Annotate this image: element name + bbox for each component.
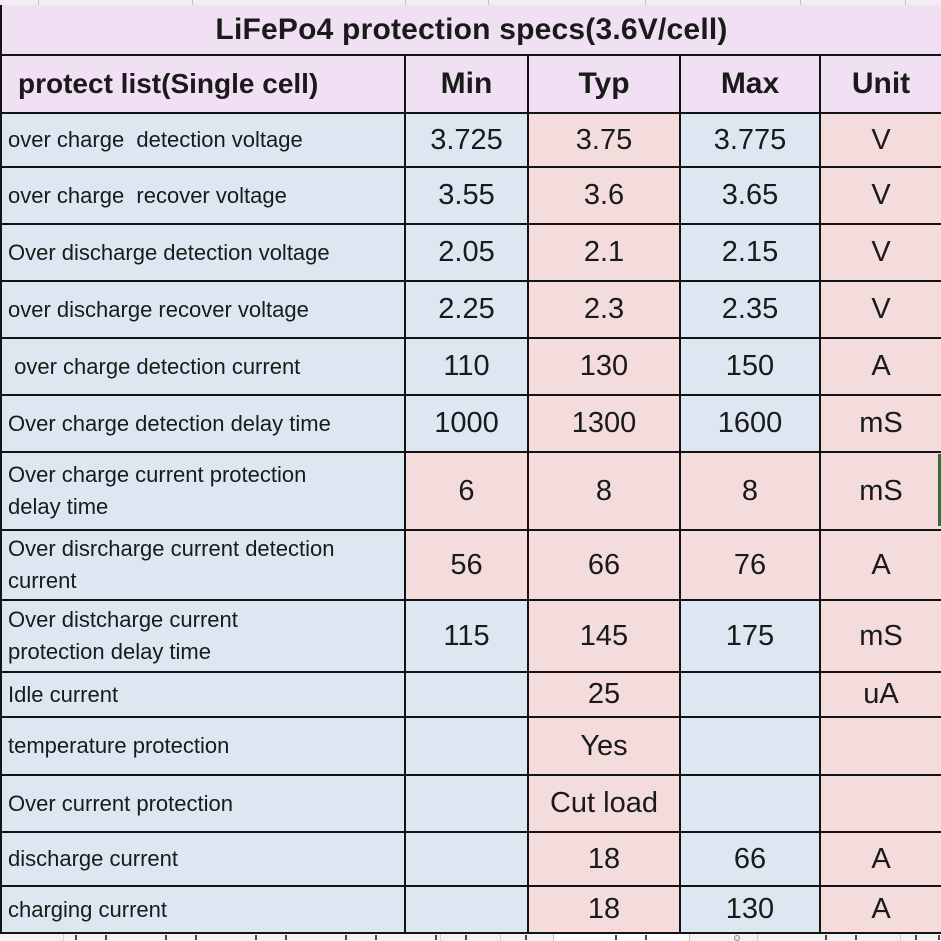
min-value-cell[interactable]: 3.55 xyxy=(404,166,529,225)
unit-value-cell[interactable]: V xyxy=(818,223,941,282)
table-body: over charge detection voltage 3.725 3.75… xyxy=(0,112,941,934)
max-value-cell[interactable]: 2.15 xyxy=(679,223,821,282)
max-value-cell[interactable] xyxy=(679,774,821,833)
table-row: Over disrcharge current detection curren… xyxy=(0,529,941,601)
typ-value-cell[interactable]: Cut load xyxy=(527,774,681,833)
table-row: over charge detection voltage 3.725 3.75… xyxy=(0,112,941,168)
column-header-unit[interactable]: Unit xyxy=(818,54,941,114)
typ-value-cell[interactable]: 1300 xyxy=(527,394,681,453)
min-value-cell[interactable] xyxy=(404,716,529,776)
min-value-cell[interactable] xyxy=(404,885,529,934)
max-value-cell[interactable]: 66 xyxy=(679,831,821,887)
spec-label-cell[interactable]: over discharge recover voltage xyxy=(0,280,406,339)
spec-label-cell[interactable]: over charge recover voltage xyxy=(0,166,406,225)
unit-value-cell[interactable]: A xyxy=(818,885,941,934)
min-value-cell[interactable]: 56 xyxy=(404,529,529,601)
spec-label-cell[interactable]: Over disrcharge current detection curren… xyxy=(0,529,406,601)
table-row: discharge current 18 66 A xyxy=(0,831,941,887)
typ-value-cell[interactable]: 18 xyxy=(527,831,681,887)
column-header-protect-list[interactable]: protect list(Single cell) xyxy=(0,54,406,114)
unit-value-cell[interactable]: uA xyxy=(818,671,941,718)
table-row: Over charge detection delay time 1000 13… xyxy=(0,394,941,453)
unit-value-cell[interactable]: V xyxy=(818,112,941,168)
min-value-cell[interactable]: 1000 xyxy=(404,394,529,453)
min-value-cell[interactable]: 115 xyxy=(404,599,529,673)
typ-value-cell[interactable]: 18 xyxy=(527,885,681,934)
typ-value-cell[interactable]: 66 xyxy=(527,529,681,601)
max-value-cell[interactable]: 76 xyxy=(679,529,821,601)
typ-value-cell[interactable]: 2.3 xyxy=(527,280,681,339)
table-row: Idle current 25 uA xyxy=(0,671,941,718)
min-value-cell[interactable] xyxy=(404,774,529,833)
max-value-cell[interactable] xyxy=(679,671,821,718)
spec-label-cell[interactable]: discharge current xyxy=(0,831,406,887)
table-row: Over discharge detection voltage 2.05 2.… xyxy=(0,223,941,282)
max-value-cell[interactable] xyxy=(679,716,821,776)
min-value-cell[interactable]: 2.05 xyxy=(404,223,529,282)
max-value-cell[interactable]: 1600 xyxy=(679,394,821,453)
typ-value-cell[interactable]: 3.6 xyxy=(527,166,681,225)
typ-value-cell[interactable]: 3.75 xyxy=(527,112,681,168)
spec-label-cell[interactable]: over charge detection current xyxy=(0,337,406,396)
spec-label-cell[interactable]: Over charge current protection delay tim… xyxy=(0,451,406,531)
typ-value-cell[interactable]: 130 xyxy=(527,337,681,396)
spec-label-cell[interactable]: Over distcharge current protection delay… xyxy=(0,599,406,673)
unit-value-cell[interactable]: A xyxy=(818,337,941,396)
table-row: Over current protection Cut load xyxy=(0,774,941,833)
unit-value-cell[interactable] xyxy=(818,716,941,776)
spec-label-cell[interactable]: Over discharge detection voltage xyxy=(0,223,406,282)
spec-label-cell[interactable]: over charge detection voltage xyxy=(0,112,406,168)
unit-value-cell[interactable]: A xyxy=(818,831,941,887)
spec-table: LiFePo4 protection specs(3.6V/cell) prot… xyxy=(0,5,941,934)
table-row: over discharge recover voltage 2.25 2.3 … xyxy=(0,280,941,339)
min-value-cell[interactable] xyxy=(404,671,529,718)
min-value-cell[interactable]: 6 xyxy=(404,451,529,531)
table-row: Over distcharge current protection delay… xyxy=(0,599,941,673)
cropped-grid-row-top xyxy=(0,0,941,5)
spec-label-cell[interactable]: Over charge detection delay time xyxy=(0,394,406,453)
min-value-cell[interactable]: 110 xyxy=(404,337,529,396)
cropped-grid-row-bottom xyxy=(0,934,941,941)
table-row: charging current 18 130 A xyxy=(0,885,941,934)
typ-value-cell[interactable]: 2.1 xyxy=(527,223,681,282)
column-header-typ[interactable]: Typ xyxy=(527,54,681,114)
table-title[interactable]: LiFePo4 protection specs(3.6V/cell) xyxy=(0,5,941,56)
unit-value-cell[interactable]: mS xyxy=(818,451,941,531)
table-row: temperature protection Yes xyxy=(0,716,941,776)
header-row: protect list(Single cell) Min Typ Max Un… xyxy=(0,54,941,114)
max-value-cell[interactable]: 150 xyxy=(679,337,821,396)
title-row: LiFePo4 protection specs(3.6V/cell) xyxy=(0,5,941,56)
unit-value-cell[interactable]: mS xyxy=(818,394,941,453)
spec-label-cell[interactable]: charging current xyxy=(0,885,406,934)
typ-value-cell[interactable]: Yes xyxy=(527,716,681,776)
selection-edge-highlight xyxy=(938,454,941,526)
max-value-cell[interactable]: 175 xyxy=(679,599,821,673)
column-header-max[interactable]: Max xyxy=(679,54,821,114)
max-value-cell[interactable]: 2.35 xyxy=(679,280,821,339)
typ-value-cell[interactable]: 25 xyxy=(527,671,681,718)
min-value-cell[interactable]: 3.725 xyxy=(404,112,529,168)
max-value-cell[interactable]: 8 xyxy=(679,451,821,531)
unit-value-cell[interactable]: V xyxy=(818,280,941,339)
max-value-cell[interactable]: 3.775 xyxy=(679,112,821,168)
unit-value-cell[interactable] xyxy=(818,774,941,833)
unit-value-cell[interactable]: mS xyxy=(818,599,941,673)
table-row: over charge recover voltage 3.55 3.6 3.6… xyxy=(0,166,941,225)
max-value-cell[interactable]: 130 xyxy=(679,885,821,934)
max-value-cell[interactable]: 3.65 xyxy=(679,166,821,225)
table-row: Over charge current protection delay tim… xyxy=(0,451,941,531)
typ-value-cell[interactable]: 145 xyxy=(527,599,681,673)
unit-value-cell[interactable]: V xyxy=(818,166,941,225)
min-value-cell[interactable] xyxy=(404,831,529,887)
typ-value-cell[interactable]: 8 xyxy=(527,451,681,531)
column-header-min[interactable]: Min xyxy=(404,54,529,114)
table-row: over charge detection current 110 130 15… xyxy=(0,337,941,396)
spec-label-cell[interactable]: Over current protection xyxy=(0,774,406,833)
spec-label-cell[interactable]: Idle current xyxy=(0,671,406,718)
spec-label-cell[interactable]: temperature protection xyxy=(0,716,406,776)
unit-value-cell[interactable]: A xyxy=(818,529,941,601)
min-value-cell[interactable]: 2.25 xyxy=(404,280,529,339)
